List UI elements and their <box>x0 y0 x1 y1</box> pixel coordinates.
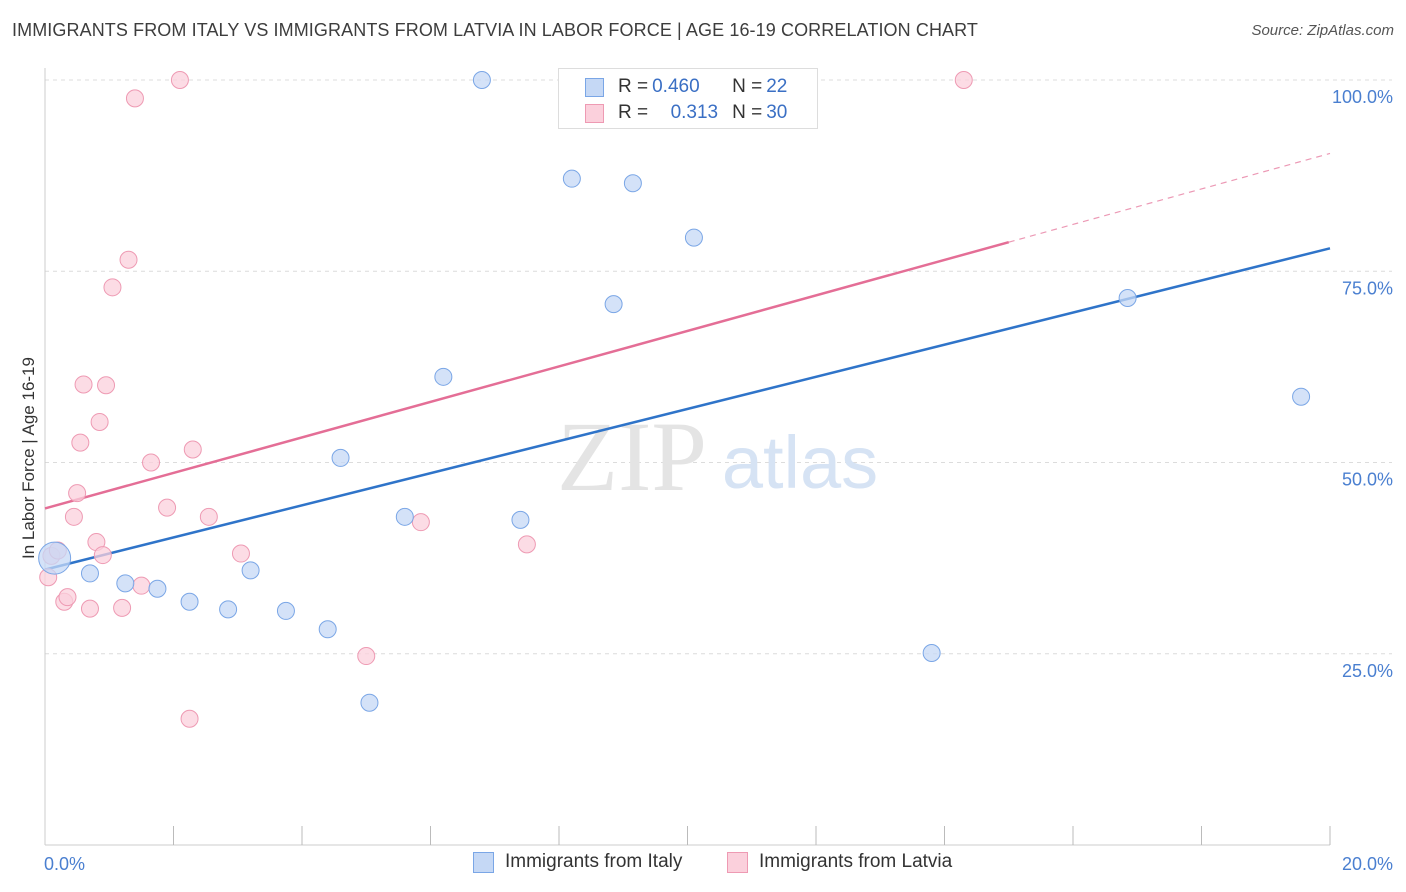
latvia-point <box>90 412 109 431</box>
legend-r-label: R = <box>618 76 649 97</box>
x-tick-label: 0.0% <box>44 854 85 874</box>
latvia-swatch <box>585 103 604 123</box>
latvia-point <box>64 507 83 526</box>
italy-point <box>276 601 295 620</box>
legend-row-italy: R = 0.460 N = 22 <box>585 74 787 100</box>
latvia-point <box>357 647 376 666</box>
latvia-point <box>142 453 161 472</box>
latvia-point <box>231 544 250 563</box>
y-tick-label: 25.0% <box>1342 661 1393 681</box>
legend-n-label: N = <box>732 76 763 97</box>
series-legend: Immigrants from Italy Immigrants from La… <box>0 851 1406 877</box>
latvia-legend-swatch <box>727 851 748 873</box>
italy-point <box>1292 387 1311 406</box>
latvia-trend-extension <box>1008 152 1331 243</box>
watermark-atlas: atlas <box>722 421 878 504</box>
latvia-point <box>170 71 189 89</box>
italy-swatch <box>585 77 604 97</box>
italy-legend-swatch <box>473 851 494 873</box>
latvia-point <box>68 484 87 503</box>
x-tick-label: 20.0% <box>1342 854 1393 874</box>
latvia-point <box>58 588 77 607</box>
latvia-point <box>411 513 430 532</box>
legend-label-italy: Immigrants from Italy <box>505 851 683 872</box>
italy-point <box>360 693 379 712</box>
watermark-zip: ZIP <box>557 401 707 512</box>
stats-legend: R = 0.460 N = 22 R = 0.313 N = 30 <box>558 68 818 129</box>
latvia-point <box>199 507 218 526</box>
legend-item-latvia: Immigrants from Latvia <box>727 851 952 873</box>
y-axis-title: In Labor Force | Age 16-19 <box>19 357 38 559</box>
y-tick-label: 50.0% <box>1342 470 1393 490</box>
legend-n-value: 30 <box>766 102 788 123</box>
legend-n-value: 22 <box>766 76 788 97</box>
italy-point <box>434 367 453 386</box>
italy-point <box>472 71 491 89</box>
italy-point <box>623 174 642 193</box>
latvia-point <box>183 440 202 459</box>
italy-point <box>148 579 167 598</box>
axes <box>44 68 1331 846</box>
italy-point <box>395 507 414 526</box>
latvia-point <box>103 278 122 297</box>
latvia-trend-line <box>44 240 1010 510</box>
latvia-point <box>158 498 177 517</box>
latvia-point <box>132 576 151 595</box>
legend-r-label: R = <box>618 102 649 123</box>
latvia-point <box>74 375 93 394</box>
y-tick-label: 75.0% <box>1342 278 1393 298</box>
italy-point <box>1118 289 1137 308</box>
chart-title: IMMIGRANTS FROM ITALY VS IMMIGRANTS FROM… <box>12 20 979 40</box>
latvia-point <box>93 546 112 565</box>
italy-point <box>116 574 135 593</box>
data-points <box>38 71 1311 728</box>
trend-lines <box>44 152 1331 571</box>
legend-item-italy: Immigrants from Italy <box>473 851 682 873</box>
latvia-point <box>954 71 973 89</box>
latvia-point <box>180 709 199 728</box>
latvia-point <box>119 250 138 269</box>
legend-n-label: N = <box>732 102 763 123</box>
legend-label-latvia: Immigrants from Latvia <box>759 851 953 872</box>
italy-point <box>80 564 99 583</box>
latvia-point <box>125 89 144 108</box>
latvia-point <box>113 598 132 617</box>
italy-point <box>241 561 260 580</box>
tick-labels: 25.0% 50.0% 75.0% 100.0% 0.0% 20.0% <box>44 87 1393 874</box>
italy-point <box>38 541 72 575</box>
watermark: ZIP atlas <box>557 401 878 512</box>
legend-r-value: 0.460 <box>652 76 700 97</box>
italy-point <box>318 620 337 639</box>
italy-point <box>219 600 238 619</box>
latvia-point <box>517 535 536 554</box>
y-tick-label: 100.0% <box>1332 87 1393 107</box>
italy-point <box>922 643 941 662</box>
italy-point <box>331 448 350 467</box>
latvia-point <box>97 376 116 395</box>
italy-trend-line <box>44 247 1331 571</box>
italy-point <box>684 228 703 247</box>
italy-point <box>562 169 581 188</box>
italy-point <box>180 592 199 611</box>
source-label: Source: ZipAtlas.com <box>1251 22 1394 39</box>
legend-r-value: 0.313 <box>670 102 719 123</box>
latvia-point <box>80 599 99 618</box>
italy-point <box>511 510 530 529</box>
legend-row-latvia: R = 0.313 N = 30 <box>585 100 787 126</box>
latvia-point <box>71 433 90 452</box>
italy-point <box>604 295 623 314</box>
